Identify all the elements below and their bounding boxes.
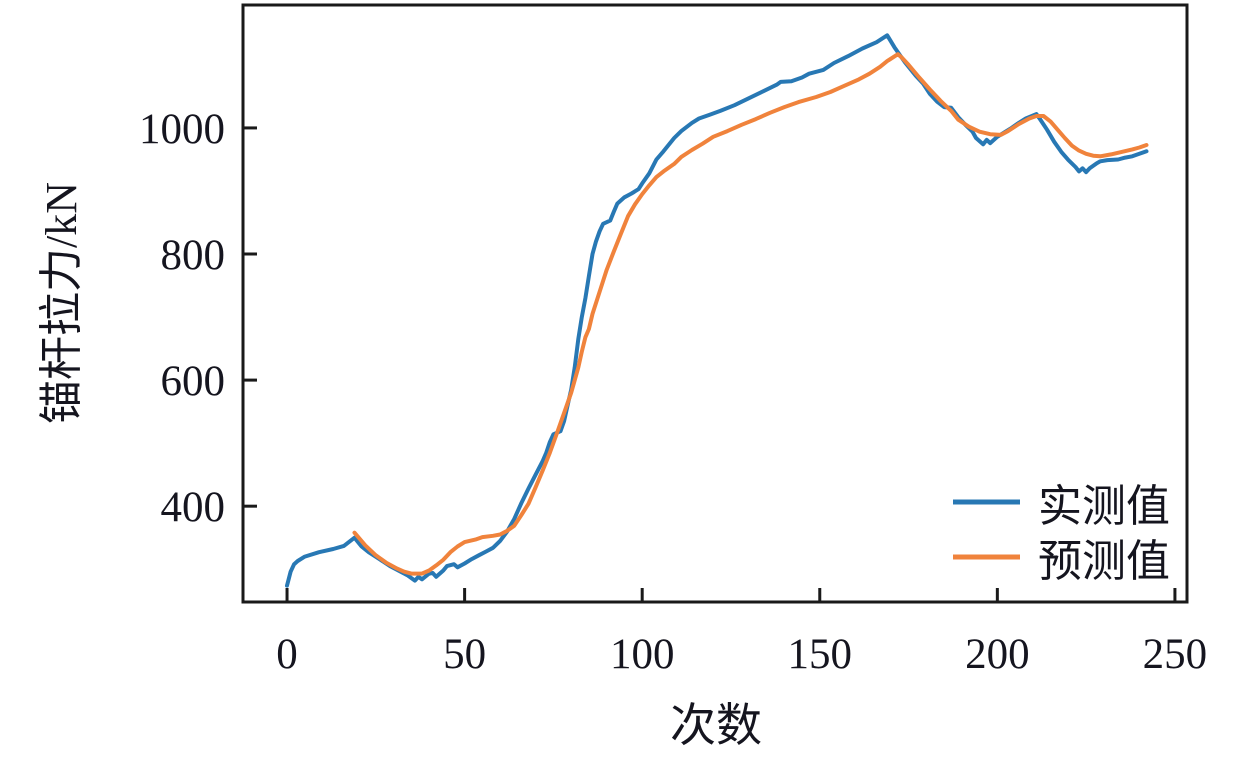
x-tick-label: 200	[965, 631, 1030, 678]
legend-label-measured: 实测值	[1038, 482, 1170, 531]
x-tick-label: 150	[788, 631, 853, 678]
plot-border	[241, 3, 1189, 604]
x-axis-label: 次数	[670, 700, 762, 751]
y-axis-label: 锚杆拉力/kN	[37, 182, 86, 424]
series-line-predicted	[352, 52, 1149, 576]
x-tick-label: 0	[276, 631, 298, 678]
legend-label-predicted: 预测值	[1038, 537, 1170, 586]
y-tick-label: 800	[161, 232, 226, 279]
y-tick-label: 600	[161, 358, 226, 405]
x-tick-label: 250	[1143, 631, 1208, 678]
x-tick-label: 100	[610, 631, 675, 678]
y-tick-label: 400	[161, 484, 226, 531]
x-tick-label: 50	[443, 631, 486, 678]
y-tick-label: 1000	[139, 106, 225, 153]
